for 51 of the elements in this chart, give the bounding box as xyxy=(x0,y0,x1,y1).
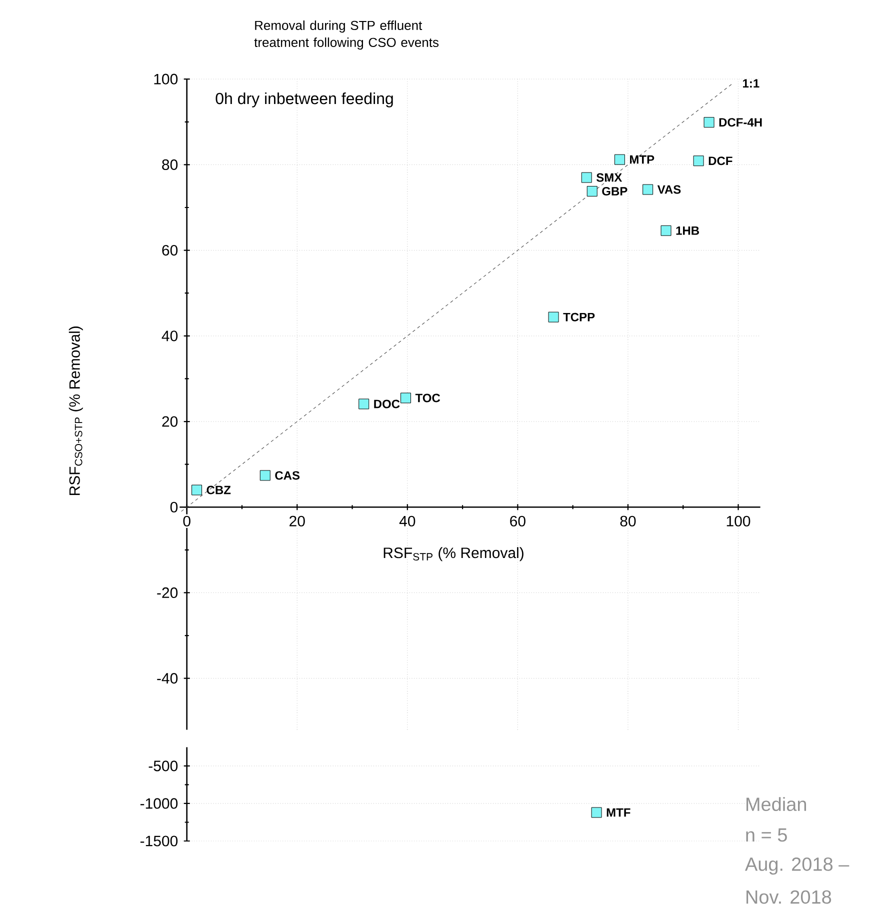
point xyxy=(642,184,654,195)
point xyxy=(548,312,559,322)
y-tick-label: 60 xyxy=(162,244,178,256)
annotation: 1:1 xyxy=(743,79,760,88)
annotation: GBP xyxy=(602,186,628,196)
annotation: CBZ xyxy=(206,486,231,494)
x-tick-label: 100 xyxy=(726,516,750,526)
x-tick-label: 80 xyxy=(620,516,636,526)
y-tick-label: -1000 xyxy=(140,798,178,809)
annotation: DOC xyxy=(374,400,400,408)
y-tick-label: -40 xyxy=(157,673,178,684)
point xyxy=(192,484,202,496)
x-tick-label: 60 xyxy=(510,516,526,526)
x-axis-title: RSF$_{STP}$ (% Removal) xyxy=(384,547,524,562)
annotation: DCF-4H xyxy=(719,118,762,127)
annotation: DCF xyxy=(708,156,732,166)
chart-title: Removal during STP effluent treatment following CSO events xyxy=(254,20,439,50)
x-tick-label: 0 xyxy=(183,516,190,526)
annotation: SMX xyxy=(596,173,622,182)
point xyxy=(704,117,714,128)
y-tick-label: 40 xyxy=(162,330,178,342)
annotation: TOC xyxy=(415,394,440,402)
point xyxy=(586,186,598,196)
point xyxy=(260,470,270,481)
annotation: n = 5 xyxy=(746,828,787,842)
annotation: CAS xyxy=(275,471,300,480)
y-tick-label: 80 xyxy=(162,159,178,170)
point xyxy=(581,172,592,183)
y-tick-label: -1500 xyxy=(140,836,178,846)
text: 0h dry inbetween feeding xyxy=(216,92,393,108)
point xyxy=(693,156,704,166)
y-tick-label: -500 xyxy=(148,760,178,772)
y-axis-title: RSF$_{CSO+STP}$ (% Removal) xyxy=(68,326,83,495)
annotation: MTF xyxy=(606,808,630,817)
annotation: MTP xyxy=(630,155,654,164)
point xyxy=(400,392,412,404)
annotation: TCPP xyxy=(563,312,595,322)
annotation: 1HB xyxy=(676,226,699,235)
point xyxy=(358,398,370,410)
annotation: Median xyxy=(746,797,806,812)
x-tick-label: 40 xyxy=(399,516,416,526)
point xyxy=(614,154,625,165)
annotation: VAS xyxy=(657,185,681,194)
point xyxy=(660,225,672,236)
text: Nov. 2018 xyxy=(746,890,832,904)
y-tick-label: -20 xyxy=(157,587,178,598)
y-tick-label: 20 xyxy=(162,416,178,427)
x-tick-label: 20 xyxy=(290,516,305,526)
text: Aug. 2018 – xyxy=(744,857,850,875)
y-tick-label: 0 xyxy=(170,502,178,512)
y-tick-label: 100 xyxy=(154,74,178,84)
